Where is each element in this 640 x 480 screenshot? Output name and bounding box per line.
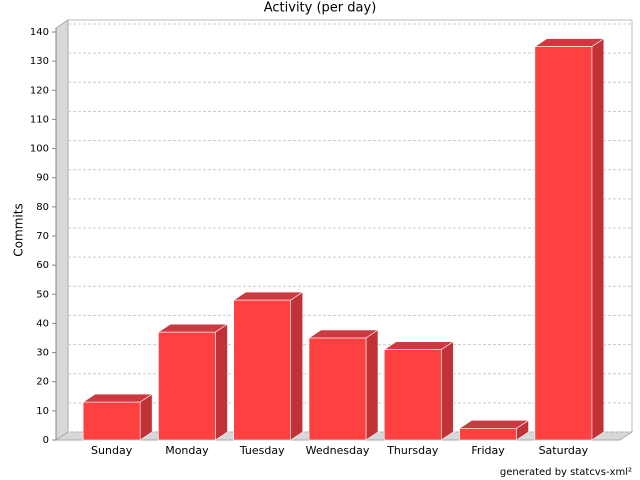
- y-tick-label: 60: [36, 260, 49, 271]
- y-tick-label: 100: [30, 144, 49, 155]
- y-tick-label: 120: [30, 85, 49, 96]
- y-tick-label: 10: [36, 406, 49, 417]
- y-tick-label: 40: [36, 318, 49, 329]
- bar: [158, 331, 216, 441]
- bar: [82, 401, 141, 441]
- y-tick-label: 70: [36, 231, 49, 242]
- y-tick-label: 110: [30, 114, 49, 125]
- x-tick-label: Monday: [165, 444, 209, 457]
- footer: generated by statcvs-xml²: [500, 467, 632, 478]
- x-tick-label: Wednesday: [306, 444, 370, 457]
- bar: [459, 428, 517, 441]
- y-tick-label: 80: [36, 202, 49, 213]
- x-tick-label: Thursday: [386, 444, 439, 457]
- chart-title: Activity (per day): [264, 1, 377, 16]
- bar-side: [440, 341, 454, 441]
- bar: [383, 349, 442, 441]
- y-axis-label: Commits: [12, 203, 26, 256]
- bar: [308, 337, 367, 441]
- y-tick-label: 20: [36, 377, 49, 388]
- bar-side: [290, 291, 304, 441]
- y-tick-label: 50: [36, 289, 49, 300]
- y-tick-label: 140: [30, 27, 49, 38]
- y-tick-label: 130: [30, 56, 49, 67]
- bar: [534, 46, 593, 441]
- y-tick-label: 0: [43, 435, 49, 446]
- bar-side: [215, 323, 228, 441]
- bar-side: [139, 393, 153, 441]
- left-wall: [55, 19, 69, 441]
- bar-side: [591, 38, 605, 441]
- y-tick-label: 30: [36, 348, 49, 359]
- x-tick-label: Saturday: [539, 444, 589, 457]
- y-tick-label: 90: [36, 173, 49, 184]
- bar: [233, 299, 292, 441]
- x-tick-label: Tuesday: [239, 444, 285, 457]
- x-tick-label: Sunday: [91, 444, 133, 457]
- bar-side: [365, 329, 379, 441]
- x-tick-label: Friday: [471, 444, 505, 457]
